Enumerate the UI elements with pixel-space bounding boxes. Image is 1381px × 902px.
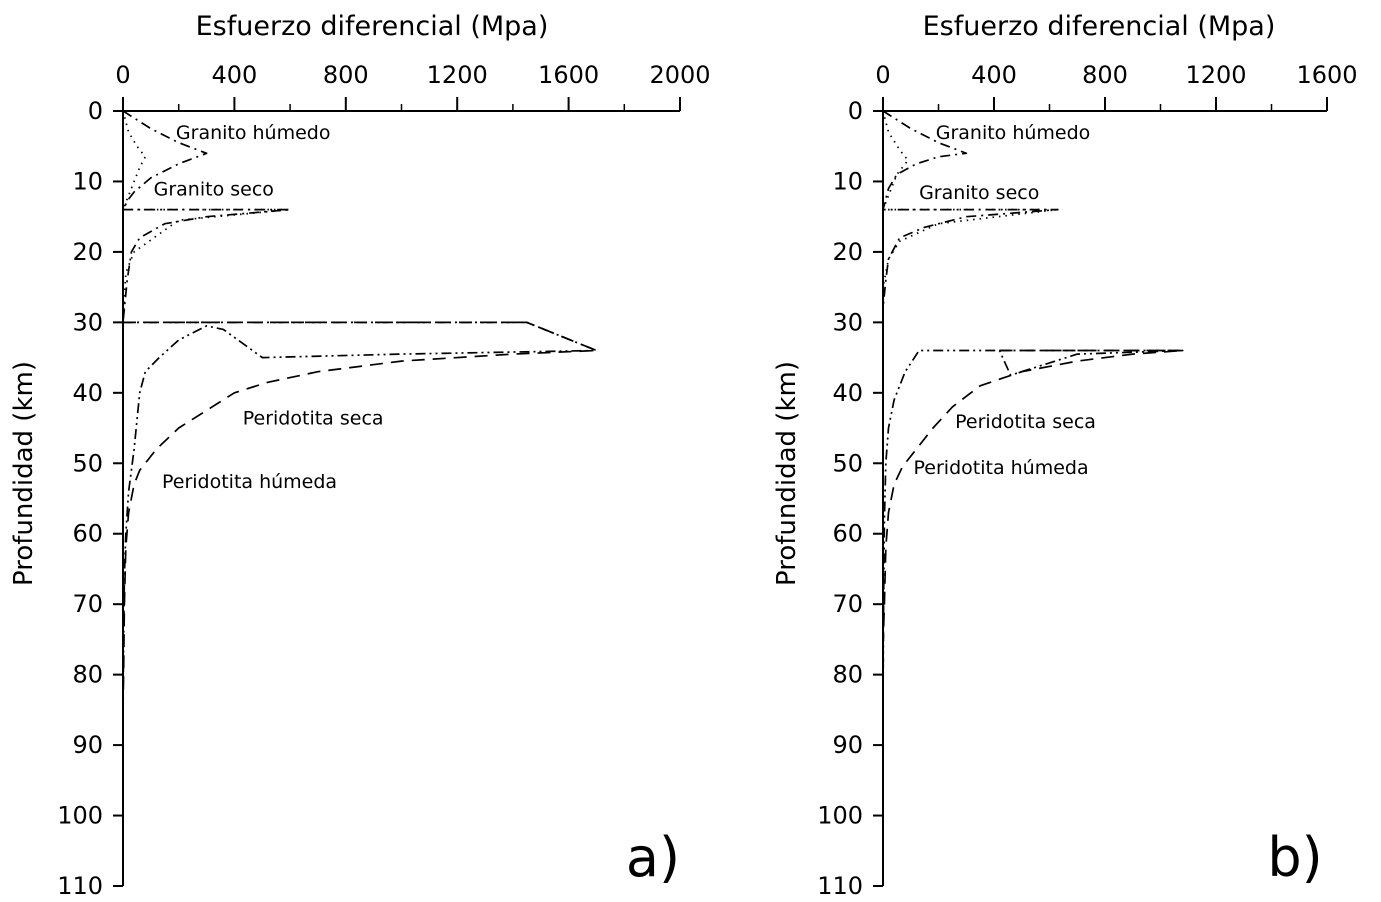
series-line-2 — [122, 110, 291, 323]
chart-panel-a: Esfuerzo diferencial (Mpa) Profundidad (k… — [9, 11, 711, 900]
y-tick-label: 100 — [57, 802, 103, 830]
y-tick-label: 80 — [72, 661, 103, 689]
y-tick-label: 110 — [817, 872, 863, 900]
x-tick-label: 800 — [323, 61, 369, 89]
chart-title: Esfuerzo diferencial (Mpa) — [923, 11, 1276, 42]
y-tick-label: 90 — [72, 731, 103, 759]
y-tick-label: 40 — [72, 379, 103, 407]
x-tick-label: 400 — [211, 61, 257, 89]
series-line-3 — [882, 349, 1184, 647]
y-tick-label: 20 — [832, 238, 863, 266]
series-line-3 — [122, 321, 598, 710]
annotation-label: Granito húmedo — [176, 122, 331, 144]
y-tick-label: 50 — [832, 449, 863, 477]
chart-panel-b: Esfuerzo diferencial (Mpa) Profundidad (k… — [772, 11, 1358, 900]
y-tick-label: 70 — [72, 590, 103, 618]
series-line-2 — [882, 110, 1059, 288]
series-line-1 — [882, 110, 1059, 309]
series-line-4 — [882, 349, 1184, 710]
x-tick-label: 1600 — [1296, 61, 1357, 89]
y-tick-label: 40 — [832, 379, 863, 407]
y-tick-label: 20 — [72, 238, 103, 266]
chart-title: Esfuerzo diferencial (Mpa) — [196, 11, 549, 42]
annotation-label: Granito húmedo — [936, 122, 1091, 144]
x-tick-label: 1600 — [538, 61, 599, 89]
y-axis-label: Profundidad (km) — [772, 361, 802, 586]
y-tick-label: 10 — [72, 167, 103, 195]
y-tick-label: 110 — [57, 872, 103, 900]
y-tick-label: 0 — [88, 97, 103, 125]
y-tick-label: 10 — [832, 167, 863, 195]
y-tick-label: 60 — [72, 520, 103, 548]
annotation-label: Peridotita seca — [243, 407, 384, 429]
y-tick-label: 50 — [72, 449, 103, 477]
x-tick-label: 0 — [115, 61, 130, 89]
x-tick-label: 400 — [971, 61, 1017, 89]
y-axis-label: Profundidad (km) — [9, 361, 39, 586]
x-tick-label: 1200 — [1185, 61, 1246, 89]
y-tick-label: 0 — [848, 97, 863, 125]
annotation-label: Granito seco — [154, 179, 274, 201]
annotation-label: Peridotita seca — [955, 411, 1096, 433]
y-tick-label: 90 — [832, 731, 863, 759]
x-tick-label: 0 — [875, 61, 890, 89]
x-tick-label: 800 — [1082, 61, 1128, 89]
y-tick-label: 30 — [832, 308, 863, 336]
annotation-label: Granito seco — [919, 182, 1039, 204]
series-line-4 — [122, 321, 598, 710]
x-tick-label: 2000 — [649, 61, 710, 89]
annotation-label: Peridotita húmeda — [914, 457, 1089, 479]
y-tick-label: 60 — [832, 520, 863, 548]
y-tick-label: 30 — [72, 308, 103, 336]
x-tick-label: 1200 — [427, 61, 488, 89]
panel-label: a) — [626, 826, 680, 889]
panel-label: b) — [1267, 826, 1322, 889]
y-tick-label: 100 — [817, 802, 863, 830]
y-tick-label: 70 — [832, 590, 863, 618]
y-tick-label: 80 — [832, 661, 863, 689]
annotation-label: Peridotita húmeda — [162, 471, 337, 493]
